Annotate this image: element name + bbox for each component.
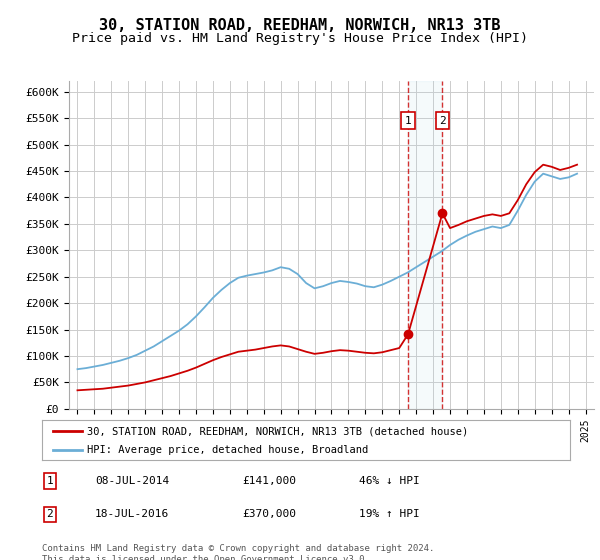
Text: HPI: Average price, detached house, Broadland: HPI: Average price, detached house, Broa…: [87, 445, 368, 455]
Text: 2: 2: [47, 509, 53, 519]
Text: 19% ↑ HPI: 19% ↑ HPI: [359, 509, 419, 519]
Text: 46% ↓ HPI: 46% ↓ HPI: [359, 476, 419, 486]
Text: 1: 1: [47, 476, 53, 486]
Text: £141,000: £141,000: [242, 476, 296, 486]
Text: Contains HM Land Registry data © Crown copyright and database right 2024.
This d: Contains HM Land Registry data © Crown c…: [42, 544, 434, 560]
Bar: [408, 81, 442, 409]
Text: 08-JUL-2014: 08-JUL-2014: [95, 476, 169, 486]
Text: 30, STATION ROAD, REEDHAM, NORWICH, NR13 3TB: 30, STATION ROAD, REEDHAM, NORWICH, NR13…: [99, 18, 501, 33]
Text: 18-JUL-2016: 18-JUL-2016: [95, 509, 169, 519]
Text: £370,000: £370,000: [242, 509, 296, 519]
Text: 30, STATION ROAD, REEDHAM, NORWICH, NR13 3TB (detached house): 30, STATION ROAD, REEDHAM, NORWICH, NR13…: [87, 426, 468, 436]
Text: 1: 1: [404, 116, 412, 126]
Text: 2: 2: [439, 116, 446, 126]
Text: Price paid vs. HM Land Registry's House Price Index (HPI): Price paid vs. HM Land Registry's House …: [72, 32, 528, 45]
